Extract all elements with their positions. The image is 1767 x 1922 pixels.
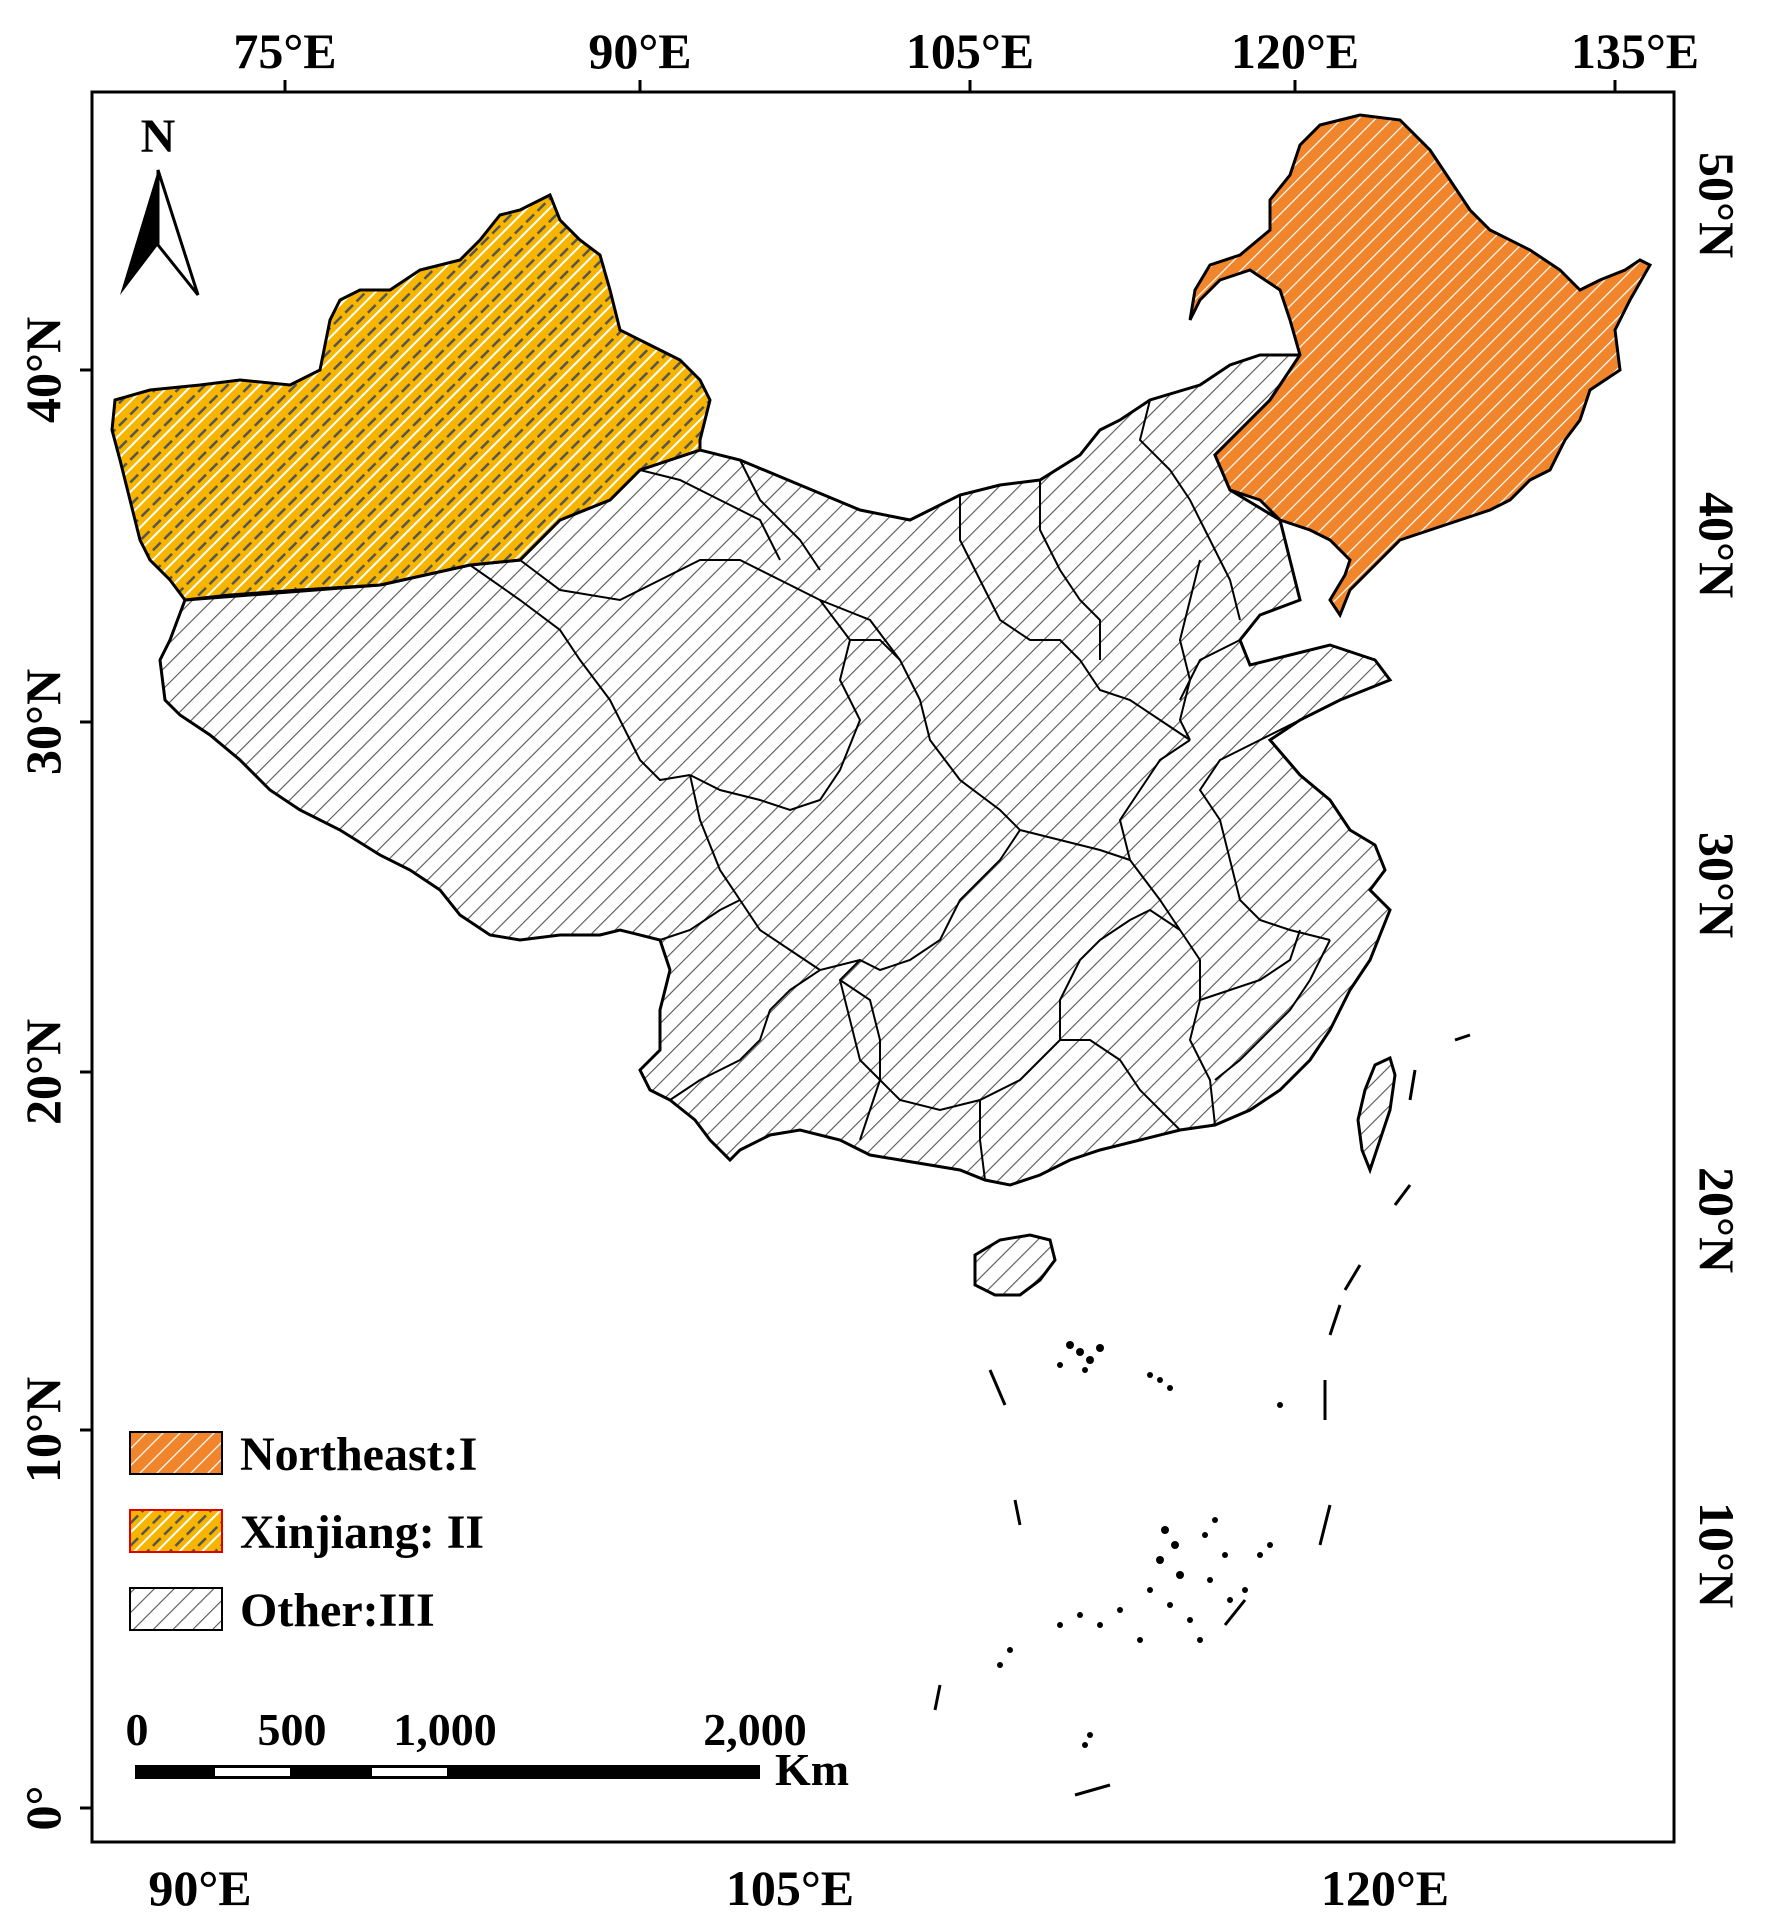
island-hainan	[973, 1233, 1057, 1297]
lat-label-left: 0°	[15, 1786, 71, 1831]
legend-label-other: Other:III	[240, 1584, 435, 1637]
lat-label-right: 50°N	[1689, 152, 1745, 258]
spratly-islands-dots	[997, 1341, 1283, 1748]
lon-label-bottom: 90°E	[148, 1860, 251, 1916]
north-arrow-label: N	[141, 110, 176, 163]
scale-unit: Km	[775, 1744, 849, 1795]
legend-swatch-xinjiang	[129, 1509, 223, 1553]
lon-label-top: 75°E	[233, 23, 336, 79]
lat-label-right: 30°N	[1689, 832, 1745, 938]
legend: Northeast:I Xinjiang: II Other:III	[129, 1428, 484, 1637]
island-taiwan	[1356, 1055, 1397, 1175]
legend-label-xinjiang: Xinjiang: II	[240, 1506, 484, 1559]
lon-label-top: 90°E	[588, 23, 691, 79]
lon-label-top: 105°E	[906, 23, 1034, 79]
province-boundaries	[469, 399, 1331, 1181]
lat-label-right: 10°N	[1689, 1502, 1745, 1608]
scale-bar: 0 500 1,000 2,000 Km	[126, 1704, 850, 1795]
lat-label-right: 20°N	[1689, 1167, 1745, 1273]
region-northeast	[1188, 113, 1653, 619]
lon-label-bottom: 120°E	[1321, 1860, 1449, 1916]
region-other-mainland	[158, 353, 1393, 1187]
scale-label: 0	[126, 1704, 149, 1755]
lon-label-top: 120°E	[1231, 23, 1359, 79]
top-longitude-labels: 75°E 90°E 105°E 120°E 135°E	[233, 23, 1699, 79]
left-latitude-labels: 40°N 30°N 20°N 10°N 0°	[15, 317, 71, 1831]
legend-swatch-other	[129, 1587, 223, 1631]
lon-label-top: 135°E	[1571, 23, 1699, 79]
scale-label: 1,000	[393, 1704, 497, 1755]
region-xinjiang	[110, 192, 712, 602]
bottom-longitude-labels: 90°E 105°E 120°E	[148, 1860, 1449, 1916]
top-ticks	[283, 80, 1617, 92]
north-arrow-icon	[120, 170, 158, 295]
legend-swatch-northeast	[129, 1431, 223, 1475]
lat-label-left: 40°N	[15, 317, 71, 423]
lon-label-bottom: 105°E	[726, 1860, 854, 1916]
south-china-sea-islands	[933, 1033, 1471, 1797]
lat-label-left: 20°N	[15, 1019, 71, 1125]
lat-label-right: 40°N	[1689, 492, 1745, 598]
scale-label: 2,000	[703, 1704, 807, 1755]
map-frame	[90, 90, 1676, 1844]
lat-label-left: 10°N	[15, 1377, 71, 1483]
legend-label-northeast: Northeast:I	[240, 1428, 477, 1481]
scale-label: 500	[258, 1704, 327, 1755]
right-latitude-labels: 50°N 40°N 30°N 20°N 10°N	[1689, 152, 1745, 1608]
north-arrow: N	[120, 110, 200, 296]
left-ticks	[80, 368, 92, 1810]
lat-label-left: 30°N	[15, 669, 71, 775]
